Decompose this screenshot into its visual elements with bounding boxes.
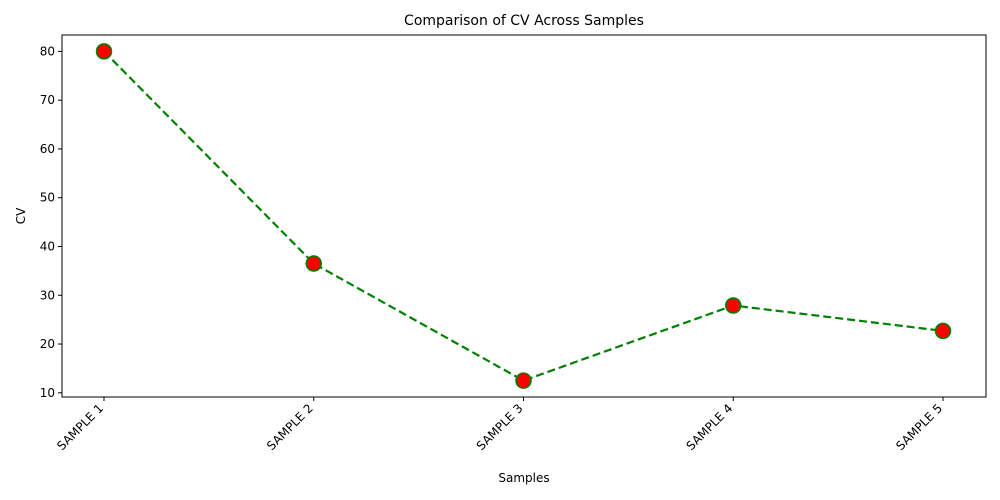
data-point-marker <box>725 297 742 314</box>
plot-frame <box>61 34 987 398</box>
x-tick-label: SAMPLE 3 <box>474 401 526 453</box>
y-axis-title: CV <box>14 207 28 224</box>
x-tick-label: SAMPLE 1 <box>54 401 106 453</box>
y-tick-label: 70 <box>40 93 55 107</box>
chart-title: Comparison of CV Across Samples <box>404 13 644 29</box>
series-line <box>103 50 944 382</box>
y-axis: 10 20 30 40 50 60 70 80 <box>40 44 62 400</box>
x-axis-title: Samples <box>498 471 549 485</box>
y-tick-label: 60 <box>40 142 55 156</box>
data-point-marker <box>305 255 322 272</box>
data-point-marker <box>95 43 113 60</box>
y-tick-label: 50 <box>40 191 55 205</box>
x-axis: SAMPLE 1 SAMPLE 2 SAMPLE 3 SAMPLE 4 SAMPLE 5 <box>54 397 945 453</box>
y-tick-label: 80 <box>40 44 55 58</box>
x-tick-label: SAMPLE 5 <box>893 401 945 453</box>
y-tick-label: 40 <box>40 239 55 253</box>
series-layer <box>95 43 952 389</box>
x-tick-label: SAMPLE 2 <box>264 401 316 453</box>
x-tick-label: SAMPLE 4 <box>683 401 735 453</box>
y-tick-label: 30 <box>40 288 55 302</box>
data-point-marker <box>934 322 952 340</box>
y-tick-label: 10 <box>40 386 55 400</box>
y-tick-label: 20 <box>40 337 55 351</box>
data-point-marker <box>515 372 532 389</box>
